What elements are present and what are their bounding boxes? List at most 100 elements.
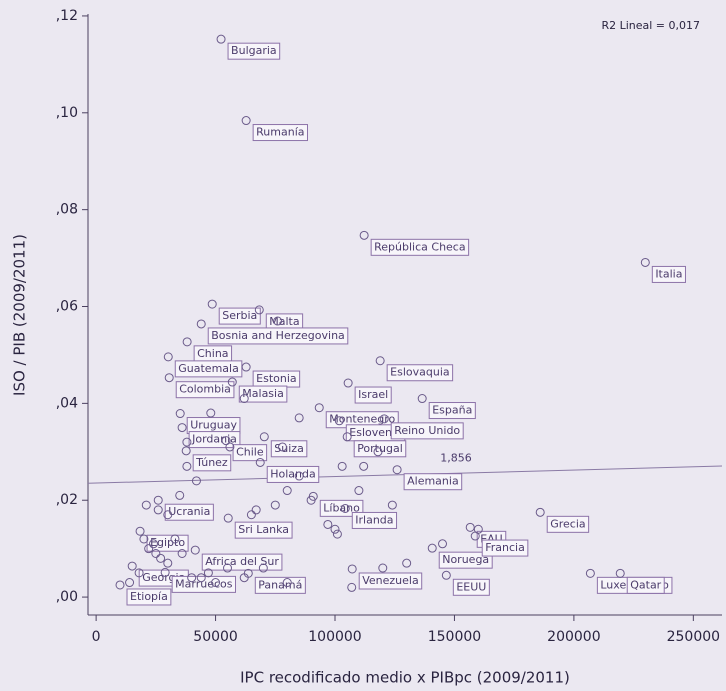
point-label-text: EEUU bbox=[456, 580, 486, 593]
point-label: Grecia bbox=[546, 515, 590, 533]
point-label: Qatar bbox=[626, 576, 665, 594]
point-label-text: Estonia bbox=[256, 372, 297, 385]
point bbox=[294, 413, 304, 423]
point-label: Israel bbox=[354, 386, 392, 404]
point-label-text: China bbox=[197, 347, 228, 360]
point bbox=[206, 408, 216, 418]
point bbox=[127, 561, 137, 571]
point bbox=[258, 563, 268, 573]
point-label: República Checa bbox=[370, 238, 470, 256]
point-label: Estonia bbox=[252, 370, 301, 388]
point bbox=[282, 486, 292, 496]
point-label-text: Qatar bbox=[630, 578, 661, 591]
point-label: Guatemala bbox=[174, 360, 243, 378]
point-label-text: Noruega bbox=[442, 553, 489, 566]
point bbox=[196, 319, 206, 329]
point-label-text: Chile bbox=[236, 446, 264, 459]
point bbox=[239, 394, 249, 404]
fit-label: 1,856 bbox=[440, 451, 472, 464]
point-label: España bbox=[428, 402, 476, 420]
label-box bbox=[651, 265, 686, 283]
point bbox=[207, 299, 217, 309]
point bbox=[417, 394, 427, 404]
point bbox=[251, 505, 261, 515]
point-label-text: Serbia bbox=[222, 309, 257, 322]
label-box bbox=[438, 551, 493, 569]
point-label: Reino Unido bbox=[390, 422, 464, 440]
label-box bbox=[192, 454, 232, 472]
label-box bbox=[481, 539, 529, 557]
point-label-text: Guatemala bbox=[178, 362, 239, 375]
label-box bbox=[207, 327, 349, 345]
point bbox=[164, 373, 174, 383]
point-label: Etiopía bbox=[126, 588, 172, 606]
point-label: Sri Lanka bbox=[234, 521, 293, 539]
label-box bbox=[174, 360, 243, 378]
point-label-text: Holanda bbox=[270, 467, 316, 480]
point bbox=[340, 503, 350, 513]
point bbox=[148, 539, 158, 549]
point bbox=[306, 495, 316, 505]
x-tick-label: 200000 bbox=[547, 629, 600, 645]
point bbox=[225, 442, 235, 452]
point-label: Eslovenia bbox=[345, 424, 406, 442]
point-label-text: España bbox=[432, 404, 472, 417]
point bbox=[182, 437, 192, 447]
point-label: Jordania bbox=[188, 431, 241, 449]
label-box bbox=[351, 511, 398, 529]
y-tick-label: ,04 bbox=[56, 395, 78, 411]
point bbox=[323, 519, 333, 529]
point-label-text: Suiza bbox=[274, 442, 304, 455]
label-box bbox=[232, 444, 268, 462]
point bbox=[241, 362, 251, 372]
point-label: Eslovaquia bbox=[386, 364, 454, 382]
point-label-text: Etiopía bbox=[130, 590, 168, 603]
point bbox=[223, 563, 233, 573]
point-label: Africa del Sur bbox=[201, 553, 283, 571]
point bbox=[387, 500, 397, 510]
point bbox=[175, 409, 185, 419]
point bbox=[294, 471, 304, 481]
point-label-text: Francia bbox=[485, 541, 525, 554]
label-box bbox=[227, 42, 281, 60]
label-box bbox=[370, 238, 470, 256]
point-label-text: Grecia bbox=[550, 517, 585, 530]
point bbox=[359, 230, 369, 240]
point bbox=[354, 486, 364, 496]
point bbox=[535, 507, 545, 517]
point-label: Bulgaria bbox=[227, 42, 281, 60]
point-label-text: Rumanía bbox=[256, 126, 304, 139]
point-label: EEUU bbox=[452, 578, 490, 596]
label-box bbox=[164, 503, 214, 521]
point-label: Alemania bbox=[403, 473, 463, 491]
point-label-text: Marruecos bbox=[175, 577, 233, 590]
point bbox=[203, 568, 213, 578]
point-label-text: Túnez bbox=[195, 456, 228, 469]
point bbox=[438, 539, 448, 549]
point bbox=[330, 524, 340, 534]
point-label-text: Bosnia and Herzegovina bbox=[211, 329, 345, 342]
point bbox=[156, 553, 166, 563]
point bbox=[115, 580, 125, 590]
point bbox=[196, 573, 206, 583]
label-box bbox=[238, 385, 288, 403]
point bbox=[255, 457, 265, 467]
point bbox=[615, 568, 625, 578]
point-label: Panamá bbox=[254, 576, 306, 594]
point-label: Malasia bbox=[238, 385, 288, 403]
point bbox=[144, 544, 154, 554]
x-tick-label: 100000 bbox=[308, 629, 361, 645]
x-tick-label: 50000 bbox=[193, 629, 238, 645]
point-label: Bosnia and Herzegovina bbox=[207, 327, 349, 345]
point-label: Serbia bbox=[218, 307, 261, 325]
point bbox=[170, 534, 180, 544]
point bbox=[241, 116, 251, 126]
point-label-text: Egipto bbox=[150, 536, 185, 549]
label-box bbox=[452, 578, 490, 596]
point-label-text: Colombia bbox=[179, 383, 231, 396]
point bbox=[182, 461, 192, 471]
point-label: Uruguay bbox=[186, 417, 241, 435]
point bbox=[373, 447, 383, 457]
point-label-text: Panamá bbox=[258, 578, 302, 591]
point bbox=[139, 534, 149, 544]
